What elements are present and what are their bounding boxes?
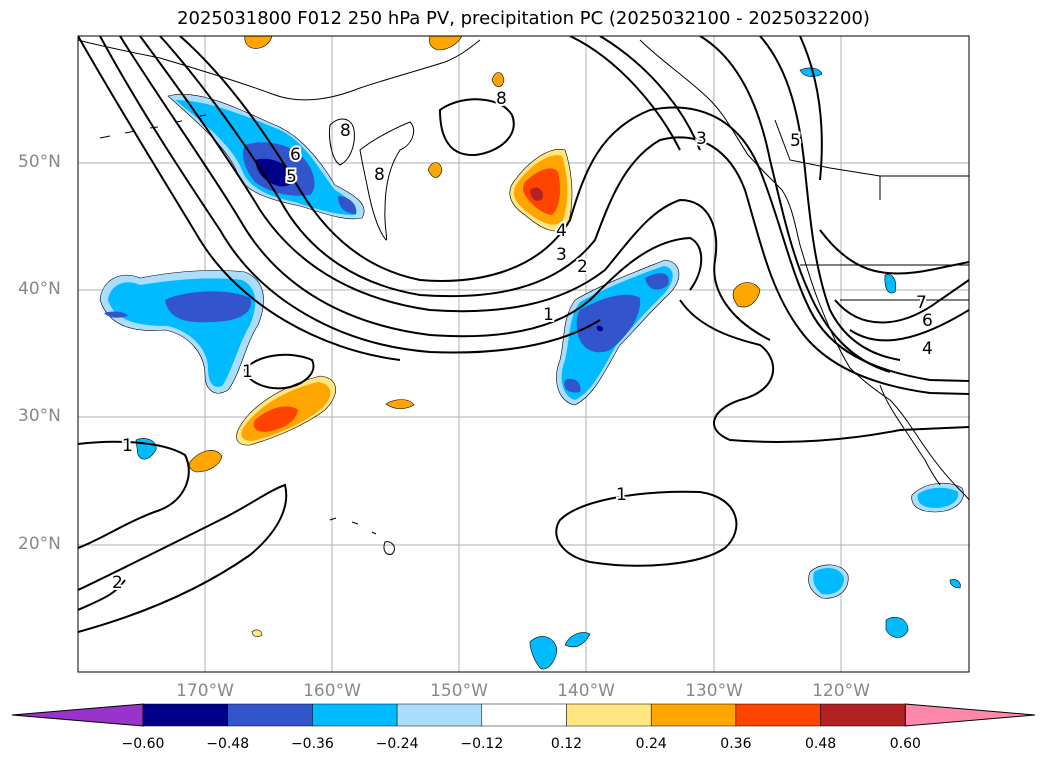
negative-anomaly-region [529,636,558,670]
positive-anomaly-region [253,406,298,432]
negative-anomaly-region [949,579,961,589]
pv-contour [679,299,969,443]
positive-anomaly-region [427,162,443,178]
map-frame [77,35,970,673]
positive-anomaly-region [385,399,415,409]
contour-label: 5 [790,131,801,151]
colorbar-tick-label: 0.12 [550,736,583,752]
pv-contour [139,36,771,341]
map-title: 2025031800 F012 250 hPa PV, precipitatio… [177,8,870,29]
lon-label: 160°W [303,681,361,701]
negative-anomaly-region [255,158,294,187]
pv-contour [99,36,601,354]
kenai-coast [359,121,415,241]
baja-coast [879,384,941,486]
positive-anomaly-region [188,450,223,473]
colorbar-tick-label: 0.48 [805,736,837,752]
contour-label: 2 [112,573,123,593]
contour-label: 1 [543,305,554,325]
pv-contour [799,36,823,181]
pv-contour [119,36,703,338]
alaska-coast [78,39,481,101]
negative-anomaly-region [564,378,581,393]
positive-anomaly-region [491,72,505,88]
negative-anomaly-region [564,632,591,648]
state-borders [800,175,969,301]
negative-anomaly-region [596,325,604,332]
negative-anomaly-region [799,67,823,77]
pv-contour [159,36,969,395]
pv-contours [78,36,969,633]
negative-anomaly-region [917,487,959,508]
contour-label: 1 [122,436,133,456]
precip-anomaly-shading [99,36,964,670]
pv-contour [759,36,901,361]
colorbar-tick-label: −0.12 [460,736,504,752]
pv-contour [599,36,701,151]
pv-contour [179,36,969,382]
negative-anomaly-region [885,617,909,638]
pv-contour [834,279,969,324]
positive-anomaly-region [251,629,263,637]
contour-label: 4 [922,339,933,359]
contour-label: 6 [922,311,933,331]
contour-label: 3 [556,245,567,265]
contour-label: 8 [374,165,385,185]
colorbar-tick-label: −0.48 [206,736,250,752]
colorbar-tick-label: −0.24 [375,736,419,752]
pv-contour [78,440,190,549]
negative-anomaly-region [645,273,669,290]
contour-label: 6 [290,145,301,165]
contour-label: 1 [242,362,253,382]
lon-label: 120°W [812,681,870,701]
colorbar-tick-label: −0.60 [121,736,165,752]
colorbar-tick-label: 0.24 [635,736,667,752]
lat-label: 40°N [18,279,61,299]
negative-anomaly-region [813,568,844,595]
pv-contour [555,490,738,567]
colorbar-tick-label: 0.60 [889,736,921,752]
pv-contour [243,353,315,390]
pv-contour [78,579,126,611]
contour-label: 1 [616,485,627,505]
pv-contour [699,36,891,373]
negative-anomaly-region [104,311,128,318]
lon-label: 170°W [176,681,234,701]
colorbar-tick-label: −0.36 [290,736,334,752]
lon-label: 140°W [557,681,615,701]
kodiak-coast [329,118,355,166]
negative-anomaly-region [165,291,251,323]
canada-border [774,119,881,177]
lat-label: 30°N [18,406,61,426]
positive-anomaly-region [732,282,761,308]
pv-contour [438,98,515,157]
contour-label: 7 [916,293,927,313]
contour-label: 8 [340,121,351,141]
negative-anomaly-region [884,274,897,294]
positive-anomaly-region [428,36,463,51]
contour-label: 5 [286,167,297,187]
negative-anomaly-region [338,196,357,214]
lon-label: 150°W [430,681,488,701]
colorbar-tick-label: 0.36 [720,736,752,752]
contour-labels: 1 1 1 1 2 3 4 5 6 8 8 8 3 5 4 6 7 2 [110,87,935,595]
hawaii-islands [329,517,395,555]
lon-label: 130°W [685,681,743,701]
positive-anomaly-region [244,36,273,49]
pv-contour [819,229,969,275]
pv-contour [569,36,681,151]
pv-contour [78,36,401,361]
negative-anomaly-region [576,294,641,353]
contour-label: 3 [696,129,707,149]
contour-label: 4 [556,221,567,241]
pv-contour [849,309,969,342]
contour-label: 2 [577,257,588,277]
lat-label: 20°N [18,534,61,554]
contour-label: 8 [496,89,507,109]
positive-anomaly-region [530,187,544,201]
lat-label: 50°N [18,152,61,172]
pv-contour [78,483,288,633]
